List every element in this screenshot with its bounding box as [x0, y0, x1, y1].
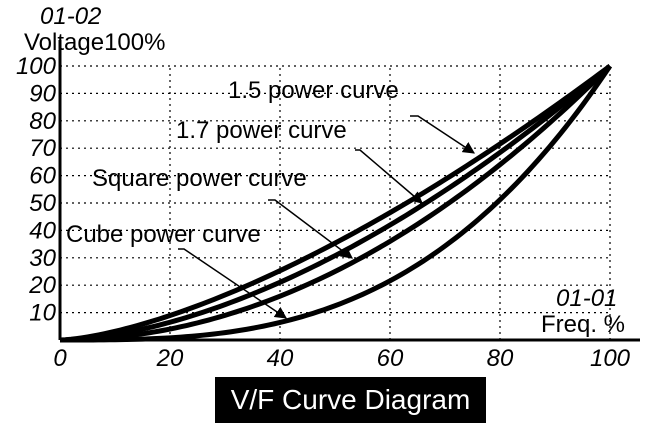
x-tick-label: 100 — [590, 345, 631, 372]
y-tick-label: 20 — [28, 272, 56, 299]
curve-label-square-power: Square power curve — [92, 165, 307, 192]
x-axis-title: Freq. % — [541, 311, 625, 338]
y-param-label: 01-02 — [40, 3, 101, 30]
curve-leader-line — [268, 199, 353, 259]
curve-leader-line — [355, 149, 423, 204]
curve-leader-line — [178, 248, 287, 319]
y-tick-label: 50 — [29, 190, 56, 217]
x-tick-label: 0 — [53, 345, 67, 372]
y-tick-label: 10 — [29, 300, 56, 327]
y-tick-label: 90 — [29, 80, 56, 107]
x-param-label: 01-01 — [556, 285, 617, 312]
curve-label-cube-power: Cube power curve — [66, 221, 261, 248]
curve-1-5-power — [59, 63, 612, 343]
grid-lines — [60, 65, 611, 340]
curve-cube-power — [60, 64, 613, 343]
x-tick-label: 20 — [156, 345, 184, 372]
x-tick-label: 40 — [267, 345, 294, 372]
y-tick-label: 80 — [29, 108, 56, 135]
curve-square-power — [59, 64, 612, 343]
curve-callouts: 1.5 power curve 1.7 power curve Square pow… — [66, 77, 476, 319]
curve-leader-line — [410, 115, 476, 154]
y-tick-label: 100 — [16, 53, 57, 80]
x-tick-label: 80 — [487, 345, 514, 372]
curve-series — [59, 63, 613, 343]
y-tick-label: 40 — [29, 217, 56, 244]
curve-label-1-5-power: 1.5 power curve — [228, 77, 399, 104]
y-tick-label: 30 — [29, 245, 56, 272]
y-tick-label: 70 — [29, 135, 56, 162]
curve-1-7-power — [59, 64, 612, 343]
x-tick-label: 60 — [377, 345, 404, 372]
curve-label-1-7-power: 1.7 power curve — [176, 117, 347, 144]
chart-caption: V/F Curve Diagram — [215, 377, 486, 423]
y-tick-label: 60 — [29, 163, 56, 190]
y-axis-title: Voltage100% — [24, 29, 165, 56]
